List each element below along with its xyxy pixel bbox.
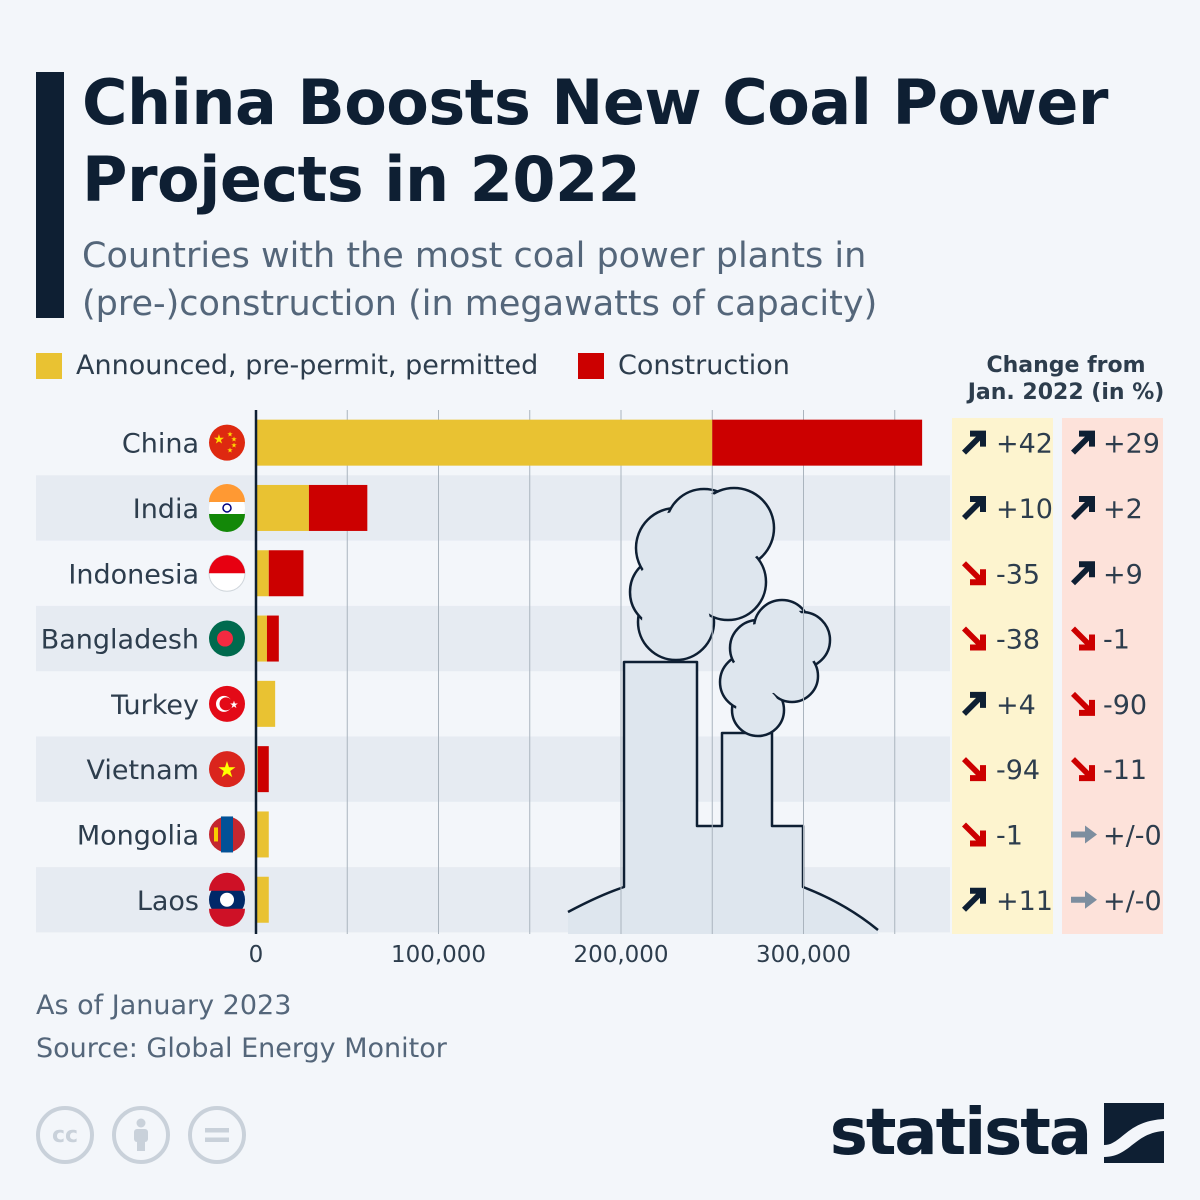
arrow-up-icon <box>1071 430 1095 455</box>
bar-announced <box>256 680 276 727</box>
change-announced-value: -35 <box>996 559 1040 590</box>
arrow-down-icon <box>1071 626 1095 651</box>
power-plant-illustration <box>567 486 879 934</box>
change-announced-value: -1 <box>996 820 1023 851</box>
arrow-down-icon <box>962 561 986 586</box>
chart-title: China Boosts New Coal Power Projects in … <box>82 66 1108 216</box>
brand-wordmark: statista <box>829 1096 1092 1170</box>
statista-logo[interactable]: statista <box>830 1096 1164 1170</box>
footer-note: As of January 2023 <box>36 990 292 1021</box>
bangladesh-flag-icon <box>209 620 245 657</box>
category-label: India <box>133 494 199 525</box>
laos-flag-icon <box>209 872 245 927</box>
bar-construction <box>712 419 923 466</box>
svg-text:★: ★ <box>227 431 233 439</box>
svg-text:★: ★ <box>231 442 237 450</box>
arrow-down-icon <box>1071 757 1095 782</box>
change-announced-value: +10 <box>996 494 1053 525</box>
legend-swatch-construction <box>578 352 604 379</box>
turkey-flag-icon: ★ <box>209 685 245 722</box>
statista-logo-icon <box>1104 1103 1164 1163</box>
arrow-up-icon <box>1071 561 1095 586</box>
arrow-up-icon <box>962 495 986 520</box>
change-column-header: Change from Jan. 2022 (in %) <box>950 352 1182 406</box>
x-tick-label: 0 <box>249 942 264 968</box>
change-construction-value: +29 <box>1103 429 1160 460</box>
arrow-up-icon <box>962 887 986 912</box>
change-column-construction <box>1062 418 1163 934</box>
bar-announced <box>256 419 713 466</box>
category-label: Indonesia <box>68 559 199 590</box>
legend-swatch-announced <box>36 352 62 379</box>
change-announced-value: -38 <box>996 625 1040 656</box>
change-construction-value: -90 <box>1103 690 1147 721</box>
license-icons: cc <box>36 1106 264 1164</box>
row-band <box>36 475 950 541</box>
bar-announced <box>256 876 269 923</box>
change-construction-value: +/-0 <box>1103 886 1162 917</box>
svg-text:★: ★ <box>230 700 239 711</box>
svg-text:★: ★ <box>227 447 233 455</box>
vietnam-flag-icon: ★ <box>209 751 245 788</box>
change-construction-value: +9 <box>1103 559 1143 590</box>
svg-text:★: ★ <box>231 436 237 444</box>
bar-announced <box>256 484 309 531</box>
change-header-line2: Jan. 2022 (in %) <box>967 380 1165 405</box>
indonesia-flag-icon <box>208 554 246 592</box>
change-announced-value: +4 <box>996 690 1036 721</box>
arrow-up-icon <box>1071 495 1095 520</box>
arrow-down-icon <box>1071 691 1095 716</box>
change-announced-value: +42 <box>996 429 1053 460</box>
bar-announced <box>256 550 269 597</box>
change-construction-value: -1 <box>1103 625 1130 656</box>
title-accent-bar <box>36 72 64 318</box>
change-construction-value: +/-0 <box>1103 820 1162 851</box>
category-label: China <box>122 429 199 460</box>
arrow-up-icon <box>962 430 986 455</box>
arrow-flat-icon <box>1071 890 1097 909</box>
attribution-icon[interactable] <box>112 1106 170 1164</box>
no-derivatives-icon[interactable] <box>188 1106 246 1164</box>
change-header-line1: Change from <box>986 353 1146 378</box>
chart-subtitle: Countries with the most coal power plant… <box>82 236 878 324</box>
mongolia-flag-icon <box>209 816 245 853</box>
x-tick-label: 100,000 <box>391 942 486 968</box>
bar-announced <box>256 811 269 858</box>
row-band <box>36 736 950 802</box>
bar-announced <box>256 615 267 662</box>
category-label: Mongolia <box>77 820 199 851</box>
change-column-announced <box>952 418 1053 934</box>
x-tick-label: 200,000 <box>573 942 668 968</box>
cc-icon[interactable]: cc <box>36 1106 94 1164</box>
svg-text:★: ★ <box>213 433 225 448</box>
arrow-flat-icon <box>1071 825 1097 844</box>
category-label: Vietnam <box>86 755 199 786</box>
legend-item-announced: Announced, pre-permit, permitted <box>36 350 538 381</box>
change-construction-value: -11 <box>1103 755 1147 786</box>
china-flag-icon: ★ ★★★★ <box>209 424 245 461</box>
legend-label-construction: Construction <box>618 350 790 381</box>
change-announced-value: -94 <box>996 755 1040 786</box>
arrow-down-icon <box>962 822 986 847</box>
india-flag-icon <box>209 483 245 532</box>
category-label: Bangladesh <box>41 625 199 656</box>
bar-construction <box>308 484 368 531</box>
category-label: Turkey <box>110 690 199 721</box>
arrow-up-icon <box>962 691 986 716</box>
bar-construction <box>257 746 269 793</box>
legend-label-announced: Announced, pre-permit, permitted <box>76 350 539 381</box>
legend-item-construction: Construction <box>578 350 790 381</box>
change-announced-value: +11 <box>996 886 1053 917</box>
x-tick-label: 300,000 <box>756 942 851 968</box>
arrow-down-icon <box>962 757 986 782</box>
footer-source: Source: Global Energy Monitor <box>36 1033 447 1064</box>
change-construction-value: +2 <box>1103 494 1143 525</box>
category-label: Laos <box>137 886 199 917</box>
svg-text:★: ★ <box>217 758 237 783</box>
arrow-down-icon <box>962 626 986 651</box>
bar-construction <box>268 550 304 597</box>
bar-construction <box>266 615 279 662</box>
